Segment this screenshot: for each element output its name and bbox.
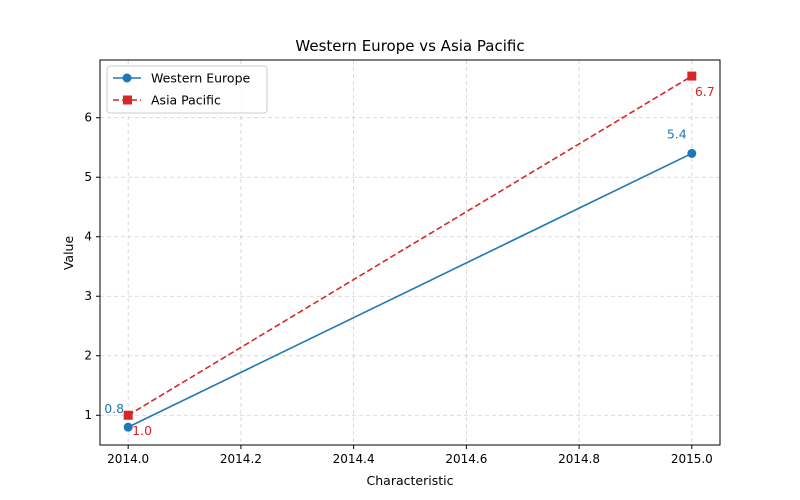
plot-frame [99, 59, 721, 446]
data-point-marker [687, 148, 697, 158]
series-line-0 [127, 152, 693, 428]
legend-marker-0 [122, 73, 132, 83]
grid-layer [100, 60, 720, 445]
data-point-marker [123, 410, 133, 420]
x-tick-label: 2014.8 [558, 452, 600, 466]
y-tick-label: 1 [84, 408, 92, 422]
data-label: 5.4 [667, 126, 687, 141]
x-tick-label: 2014.6 [445, 452, 487, 466]
y-tick-label: 6 [84, 111, 92, 125]
x-tick-label: 2014.2 [220, 452, 262, 466]
data-point-marker [123, 422, 133, 432]
data-label: 0.8 [104, 401, 124, 416]
y-axis-label: Value [61, 236, 76, 271]
x-tick-label: 2014.0 [107, 452, 149, 466]
legend-label-1: Asia Pacific [151, 93, 221, 108]
legend-label-0: Western Europe [151, 71, 251, 86]
y-tick-label: 4 [84, 230, 92, 244]
series-layer: 0.8 5.4 1.0 6.7 [104, 71, 715, 438]
y-tick-label: 5 [84, 170, 92, 184]
y-tick-label: 2 [84, 349, 92, 363]
legend: Western Europe Asia Pacific [106, 65, 268, 114]
data-label: 1.0 [132, 423, 152, 438]
series-line-1 [127, 75, 693, 416]
x-tick-label: 2015.0 [671, 452, 713, 466]
x-tick-label: 2014.4 [333, 452, 375, 466]
y-tick-label: 3 [84, 289, 92, 303]
data-point-marker [687, 71, 697, 81]
data-label: 6.7 [695, 84, 715, 99]
chart-title: Western Europe vs Asia Pacific [295, 37, 524, 55]
x-axis-label: Characteristic [367, 473, 454, 488]
ticks-layer: 2014.0 2014.2 2014.4 2014.6 2014.8 2015.0 1 2 3 4… [84, 111, 712, 466]
legend-box [106, 65, 268, 114]
legend-marker-1 [123, 95, 132, 105]
